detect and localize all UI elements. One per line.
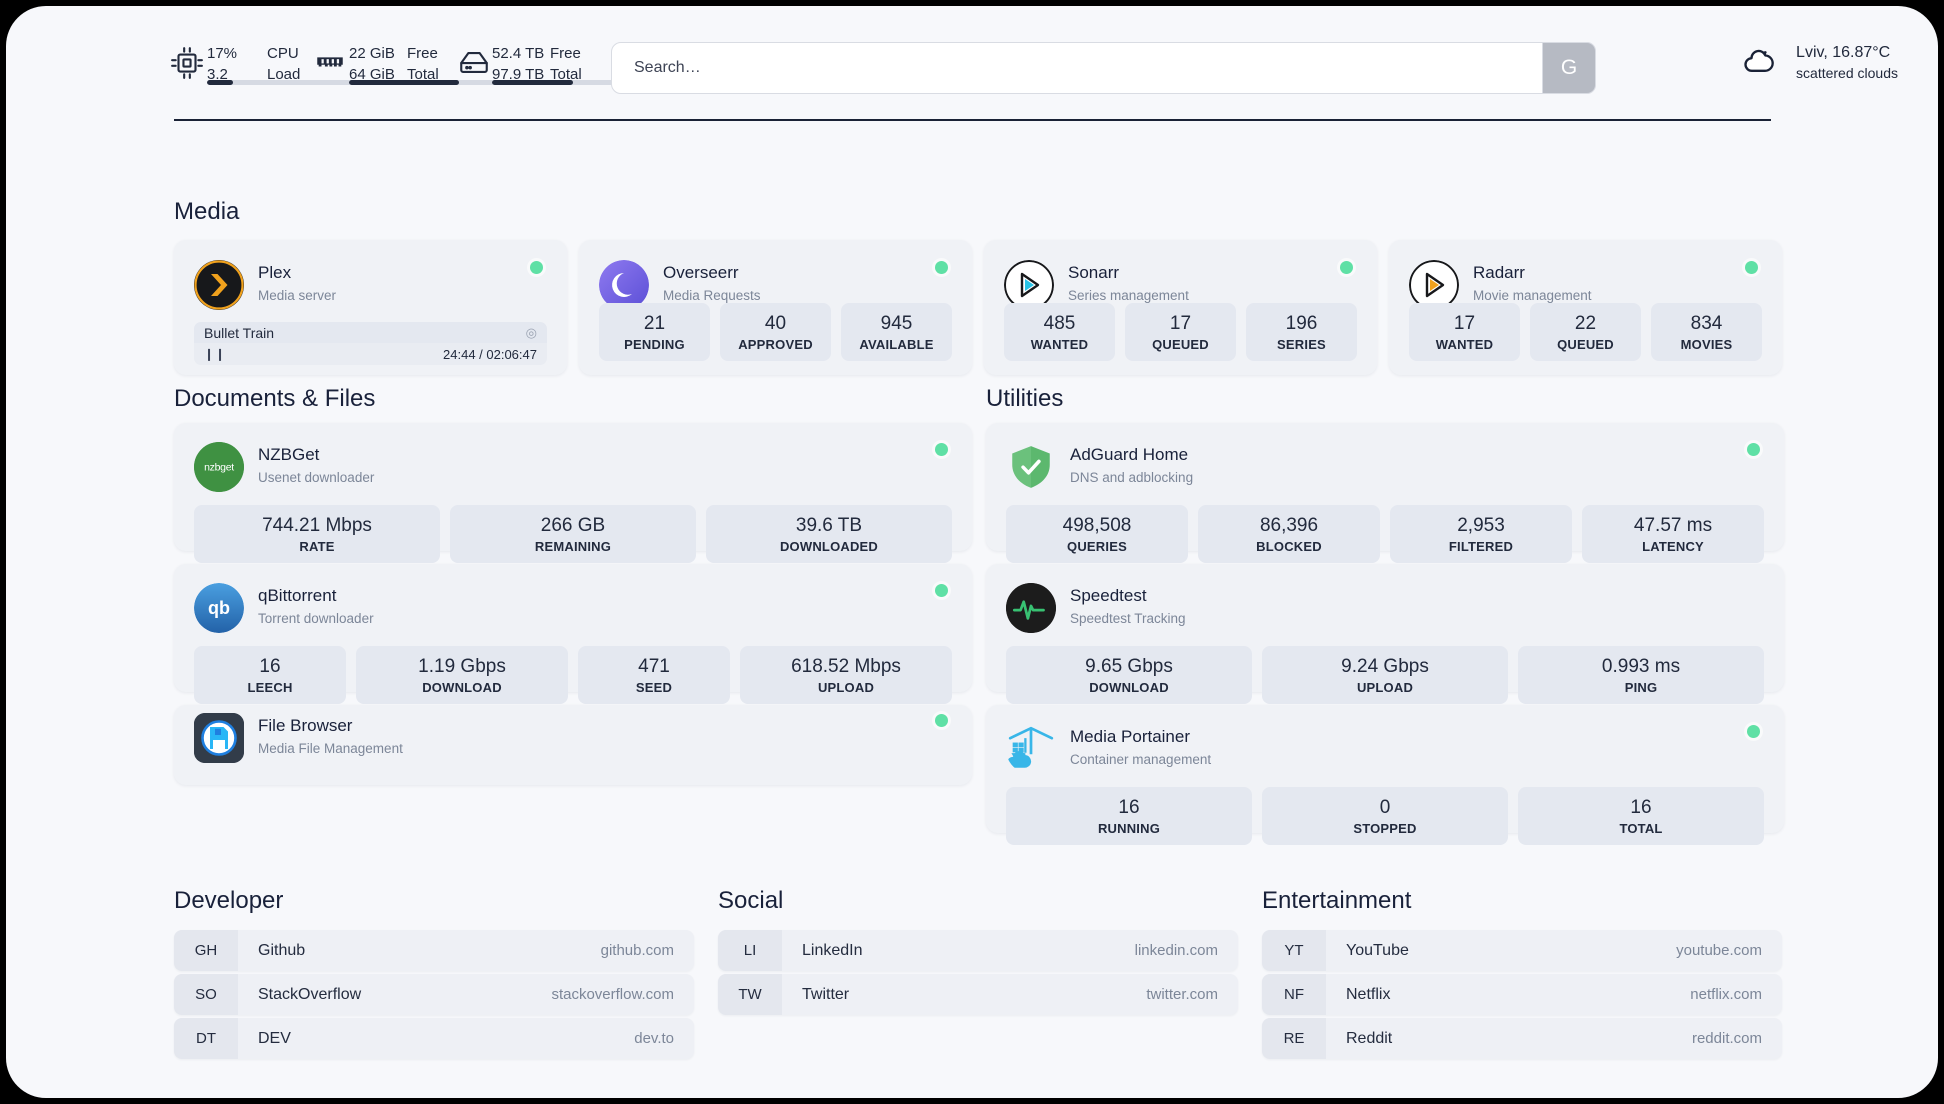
svg-text:nzbget: nzbget: [204, 462, 234, 474]
svg-text:qb: qb: [208, 598, 230, 618]
